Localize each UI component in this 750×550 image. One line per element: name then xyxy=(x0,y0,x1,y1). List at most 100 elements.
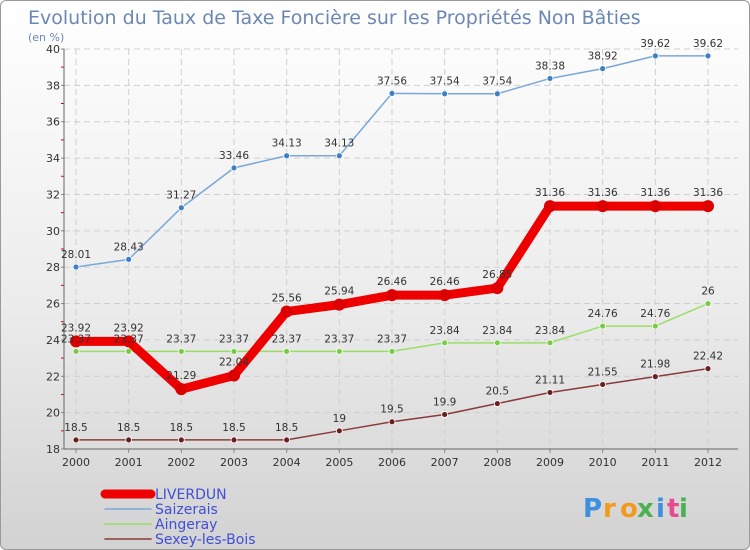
data-label: 25.94 xyxy=(324,286,354,298)
data-point xyxy=(599,322,607,330)
data-label: 19.9 xyxy=(433,396,456,408)
data-label: 23.92 xyxy=(61,322,91,334)
data-label: 18.5 xyxy=(64,422,87,434)
data-label: 23.37 xyxy=(114,333,144,345)
data-point xyxy=(72,436,80,444)
data-point xyxy=(72,347,80,355)
data-label: 23.84 xyxy=(430,325,460,337)
data-point xyxy=(125,436,133,444)
data-label: 34.13 xyxy=(272,138,302,150)
data-point xyxy=(335,347,343,355)
data-label: 18.5 xyxy=(170,422,193,434)
data-point xyxy=(333,298,346,311)
data-label: 31.36 xyxy=(693,187,723,199)
data-label: 26 xyxy=(701,286,715,298)
data-label: 23.92 xyxy=(114,322,144,334)
data-point xyxy=(651,52,659,60)
data-point xyxy=(122,335,135,348)
data-label: 23.84 xyxy=(535,325,565,337)
x-tick-label: 2006 xyxy=(378,456,406,469)
data-label: 34.13 xyxy=(324,138,354,150)
data-label: 18.5 xyxy=(222,422,245,434)
data-label: 23.84 xyxy=(482,325,512,337)
data-point xyxy=(283,152,291,160)
data-label: 28.43 xyxy=(114,241,144,253)
data-point xyxy=(177,436,185,444)
logo-letter: P xyxy=(583,494,602,524)
data-label: 18.5 xyxy=(275,422,298,434)
data-label: 23.37 xyxy=(377,333,407,345)
data-label: 22.04 xyxy=(219,357,249,369)
grid-lines xyxy=(64,48,738,450)
data-point xyxy=(230,347,238,355)
chart-subtitle: (en %) xyxy=(28,31,64,44)
data-label: 21.55 xyxy=(588,366,618,378)
data-label: 33.46 xyxy=(219,150,249,162)
data-point xyxy=(441,411,449,418)
x-tick-label: 2001 xyxy=(115,456,143,469)
data-label: 22.42 xyxy=(693,351,723,363)
x-tick-label: 2007 xyxy=(431,456,459,469)
data-label: 19 xyxy=(333,413,346,425)
data-label: 24.76 xyxy=(640,308,670,320)
data-point xyxy=(491,282,504,295)
data-point xyxy=(544,200,556,213)
data-point xyxy=(335,152,343,160)
data-point xyxy=(283,347,291,355)
logo-letter: i xyxy=(656,494,665,524)
data-point xyxy=(651,373,659,381)
data-point xyxy=(441,90,449,98)
y-tick-label: 26 xyxy=(46,298,60,311)
data-point xyxy=(125,347,133,355)
data-point xyxy=(228,369,240,382)
data-point xyxy=(388,418,396,426)
axes: 18 20 22 24 26 28 30 32 34 36 38 40 2000 2001 2002 2003… xyxy=(46,43,738,469)
data-point xyxy=(493,400,501,407)
data-point xyxy=(704,365,712,373)
logo-letter: o xyxy=(620,494,638,524)
x-tick-label: 2009 xyxy=(536,456,564,469)
data-point xyxy=(599,65,607,73)
data-point xyxy=(175,383,188,396)
x-tick-label: 2000 xyxy=(62,456,90,469)
data-labels: 23.92 23.92 21.29 22.04 25.56 25.94 26.46 26.46… xyxy=(61,38,723,434)
data-label: 37.54 xyxy=(482,76,512,88)
y-tick-label: 28 xyxy=(46,261,60,274)
data-label: 21.29 xyxy=(166,370,196,382)
data-point xyxy=(388,347,396,355)
data-label: 23.37 xyxy=(166,333,196,345)
data-label: 23.37 xyxy=(272,333,302,345)
logo-letter: r xyxy=(603,494,616,524)
data-point xyxy=(546,75,554,82)
data-label: 24.76 xyxy=(588,308,618,320)
data-point xyxy=(651,322,659,330)
data-label: 39.62 xyxy=(640,38,670,50)
data-point xyxy=(493,339,501,347)
data-label: 28.01 xyxy=(61,249,91,261)
data-label: 18.5 xyxy=(117,422,140,434)
x-tick-label: 2010 xyxy=(589,456,617,469)
data-label: 23.37 xyxy=(324,333,354,345)
data-label: 23.37 xyxy=(219,333,249,345)
logo-letter: t xyxy=(667,494,679,524)
data-point xyxy=(441,339,449,347)
y-tick-label: 40 xyxy=(46,43,60,56)
data-label: 23.37 xyxy=(61,333,91,345)
data-label: 26.46 xyxy=(377,276,407,288)
data-label: 38.38 xyxy=(535,60,565,72)
data-point xyxy=(125,255,133,263)
x-tick-label: 2003 xyxy=(220,456,248,469)
data-point xyxy=(283,436,291,444)
data-point xyxy=(230,436,238,444)
data-point xyxy=(388,89,396,97)
data-label: 37.56 xyxy=(377,75,407,87)
legend-label: Aingeray xyxy=(155,517,217,533)
data-point xyxy=(335,427,343,435)
data-point xyxy=(702,200,714,213)
data-label: 31.27 xyxy=(166,190,196,202)
x-tick-label: 2005 xyxy=(325,456,353,469)
data-label: 31.36 xyxy=(640,187,670,199)
